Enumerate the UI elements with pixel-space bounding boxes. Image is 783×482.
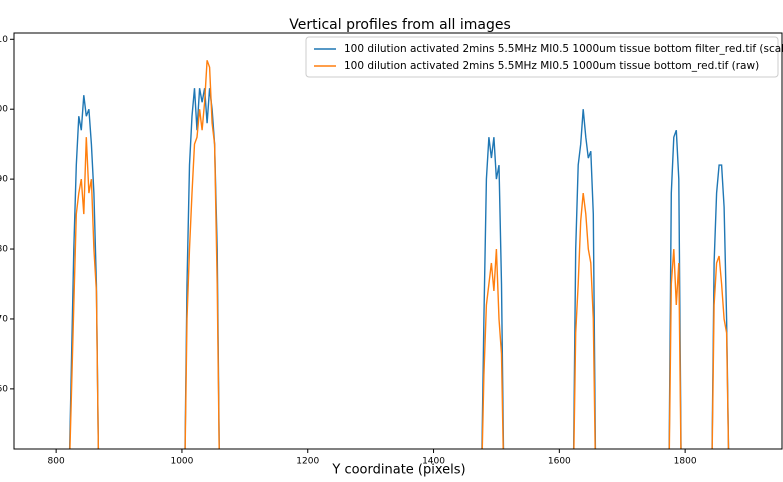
y-tick-label: 70 [0,314,8,324]
line-series [68,88,730,449]
legend-label: 100 dilution activated 2mins 5.5MHz MI0.… [344,43,783,55]
plot-area [68,60,730,449]
x-axis-label: Y coordinate (pixels) [331,463,465,478]
axes-frame [13,32,783,450]
legend-box [305,36,779,78]
x-tick-label: 1600 [548,457,571,467]
y-tick-label: 90 [0,175,8,185]
x-tick-label: 1200 [296,457,319,467]
y-tick-label: 10 [0,35,8,45]
y-tick-label: 60 [0,384,8,394]
x-tick-label: 1000 [170,457,193,467]
y-tick-label: 80 [0,245,8,255]
x-tick-label: 1400 [422,457,445,467]
line-series [69,60,730,449]
legend-label: 100 dilution activated 2mins 5.5MHz MI0.… [344,60,759,72]
x-tick-label: 800 [48,457,65,467]
chart-title: Vertical profiles from all images [289,17,511,33]
y-tick-label: 00 [0,105,8,115]
x-tick-label: 1800 [674,457,697,467]
